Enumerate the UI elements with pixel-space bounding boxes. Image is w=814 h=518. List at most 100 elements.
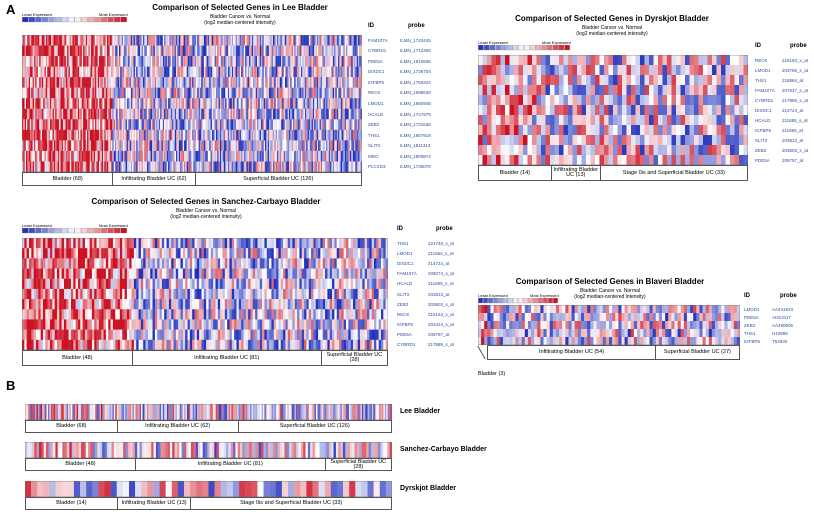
heatmap-cell xyxy=(87,35,89,46)
heatmap-cell xyxy=(330,35,332,46)
heatmap-cell xyxy=(145,108,148,120)
heatmap-cell xyxy=(45,288,48,300)
heatmap-cell xyxy=(104,119,106,131)
heatmap-cell xyxy=(96,119,98,131)
heatmap-cell xyxy=(523,75,528,86)
heatmap-cell xyxy=(284,87,287,99)
heatmap-cell xyxy=(312,87,315,99)
heatmap-cell xyxy=(313,248,316,259)
heatmap-cell xyxy=(64,87,67,99)
heatmap-cell xyxy=(527,135,533,146)
heatmap-cell xyxy=(69,45,72,57)
heatmap-cell xyxy=(323,56,326,67)
heatmap-cell xyxy=(290,140,292,152)
heatmap-cell xyxy=(286,140,288,152)
legend-swatch xyxy=(28,17,35,23)
heatmap-cell xyxy=(160,140,162,152)
heatmap-cell xyxy=(161,150,163,162)
heatmap-cell xyxy=(166,56,169,67)
heatmap-cell xyxy=(174,35,177,46)
heatmap-cell xyxy=(258,56,260,67)
heatmap-cell xyxy=(296,150,299,162)
heatmap-cell xyxy=(211,35,214,46)
heatmap-cell xyxy=(523,105,528,116)
heatmap-cell xyxy=(83,87,85,99)
heatmap-cell xyxy=(322,268,326,279)
heatmap-cell xyxy=(37,35,40,46)
heatmap-cell xyxy=(514,145,519,156)
heatmap-cell xyxy=(65,87,68,99)
heatmap-cell xyxy=(140,248,144,259)
heatmap-cell xyxy=(577,155,582,165)
heatmap-cell xyxy=(169,129,171,141)
heatmap-cell xyxy=(124,87,126,99)
heatmap-cell xyxy=(478,155,483,165)
heatmap-cell xyxy=(87,258,90,269)
heatmap-cell xyxy=(211,66,214,78)
heatmap-cell xyxy=(577,85,582,96)
heatmap-cell xyxy=(82,288,86,300)
heatmap-cell xyxy=(154,258,158,269)
heatmap-cell xyxy=(278,87,280,99)
heatmap-cell xyxy=(208,248,212,259)
heatmap-cell xyxy=(554,125,560,136)
heatmap-cell xyxy=(262,258,265,269)
heatmap-cell xyxy=(117,248,121,259)
heatmap-cell xyxy=(518,115,524,126)
heatmap-cell xyxy=(259,66,262,78)
heatmap-cell xyxy=(168,268,172,279)
heatmap-cell xyxy=(294,161,296,172)
heatmap-cell xyxy=(255,258,258,269)
heatmap-cell xyxy=(355,56,357,67)
heatmap-cell xyxy=(166,288,170,300)
heatmap-cell xyxy=(201,87,203,99)
heatmap-cell xyxy=(150,45,153,57)
heatmap-cell xyxy=(226,140,229,152)
heatmap-cell xyxy=(174,161,177,172)
heatmap-cell xyxy=(40,258,44,269)
heatmap-cell xyxy=(51,56,53,67)
heatmap-cell xyxy=(77,238,81,249)
heatmap-cell xyxy=(294,77,296,88)
heatmap-cell xyxy=(47,87,49,99)
heatmap-cell xyxy=(346,98,348,109)
heatmap-cell xyxy=(49,258,53,269)
heatmap-cell xyxy=(71,129,73,141)
heatmap-cell xyxy=(89,77,92,88)
heatmap-cell xyxy=(343,161,345,172)
heatmap-cell xyxy=(590,55,596,66)
heatmap-cell xyxy=(76,35,78,46)
heatmap-cell xyxy=(158,119,161,131)
heatmap-cell xyxy=(24,278,27,290)
heatmap-cell xyxy=(230,35,233,46)
heatmap-cell xyxy=(75,66,77,78)
heatmap-cell xyxy=(124,268,128,279)
heatmap-cell xyxy=(165,108,167,120)
heatmap-cell xyxy=(193,161,195,172)
heatmap-cell xyxy=(158,45,161,57)
heatmap-cell xyxy=(247,98,250,109)
heatmap-cell xyxy=(36,35,39,46)
heatmap-cell xyxy=(339,87,341,99)
probe-header: probe xyxy=(408,23,425,29)
legend-swatch xyxy=(535,45,542,51)
heatmap-cell xyxy=(237,129,239,141)
heatmap-cell xyxy=(211,129,214,141)
heatmap-cell xyxy=(300,161,303,172)
heatmap-cell xyxy=(306,258,309,269)
heatmap-cell xyxy=(56,268,60,279)
heatmap-cell xyxy=(27,98,29,109)
heatmap-cell xyxy=(306,238,309,249)
heatmap-cell xyxy=(599,65,605,76)
heatmap-cell xyxy=(595,55,600,66)
heatmap-cell xyxy=(509,105,515,116)
heatmap-cell xyxy=(122,66,125,78)
heatmap-cell xyxy=(100,66,102,78)
heatmap-cell xyxy=(39,140,41,152)
heatmap-cell xyxy=(336,140,339,152)
heatmap-cell xyxy=(190,66,193,78)
heatmap-cell xyxy=(166,45,169,57)
heatmap-cell xyxy=(93,45,96,57)
heatmap-cell xyxy=(329,268,333,279)
heatmap-cell xyxy=(541,65,546,76)
